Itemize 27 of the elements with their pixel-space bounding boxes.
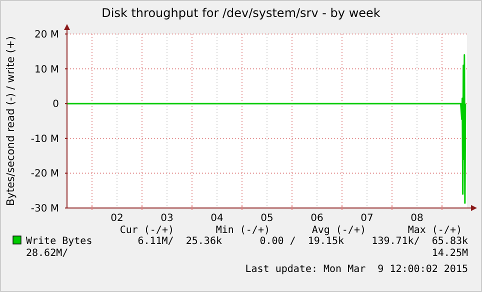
- text: Min (-/+): [216, 225, 270, 236]
- x-tick-label: 07: [360, 213, 374, 224]
- y-tick-label: -20 M: [30, 168, 59, 180]
- text: 14.25M: [432, 248, 468, 259]
- y-tick-label: 20 M: [34, 30, 59, 40]
- legend-label: Write Bytes: [26, 236, 92, 247]
- x-tick-label: 06: [310, 213, 324, 224]
- text: 139.71k/ 65.83k: [372, 236, 468, 247]
- text: 28.62M/: [26, 248, 68, 259]
- y-tick-label: -10 M: [30, 134, 59, 145]
- line-series: [66, 54, 466, 204]
- text: Cur (-/+): [120, 225, 174, 236]
- y-tick-label: -30 M: [30, 204, 59, 214]
- x-tick-label: 03: [160, 213, 174, 224]
- x-tick-label: 02: [110, 213, 124, 224]
- text: Avg (-/+): [312, 225, 366, 236]
- text: 0.00 / 19.15k: [260, 236, 344, 247]
- x-tick-label: 08: [410, 213, 424, 224]
- text: Max (-/+): [408, 225, 462, 236]
- x-tick-label: 04: [210, 213, 224, 224]
- chart-title: Disk throughput for /dev/system/srv - by week: [102, 6, 380, 20]
- y-tick-label: 10 M: [34, 64, 59, 76]
- y-axis-title: Bytes/second read (-) / write (+): [5, 36, 17, 206]
- text: Last update: Mon Mar 9 12:00:02 2015: [245, 264, 468, 275]
- x-tick-label: 05: [260, 213, 274, 224]
- y-tick-label: 0: [52, 99, 59, 110]
- text: 6.11M/ 25.36k: [138, 236, 222, 247]
